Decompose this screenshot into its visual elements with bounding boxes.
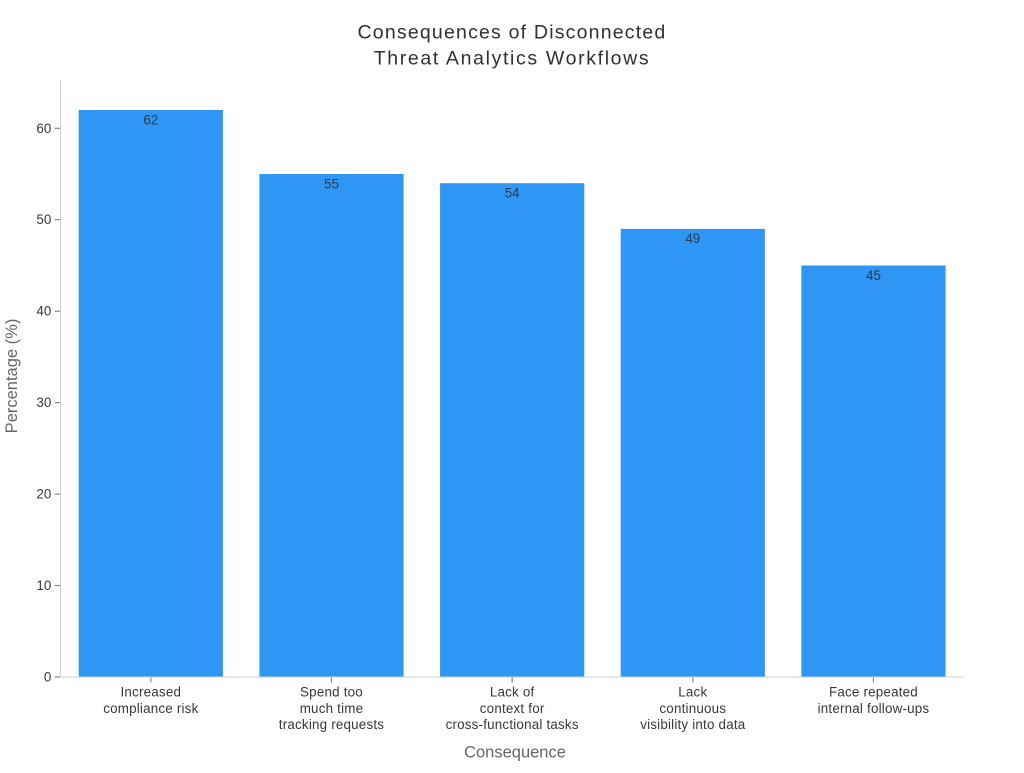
svg-text:Lack of: Lack of bbox=[490, 685, 535, 700]
svg-text:10: 10 bbox=[36, 578, 51, 593]
svg-text:Consequences of Disconnected: Consequences of Disconnected bbox=[358, 21, 667, 43]
svg-text:compliance risk: compliance risk bbox=[103, 701, 198, 716]
svg-text:54: 54 bbox=[505, 186, 520, 201]
svg-text:continuous: continuous bbox=[659, 701, 726, 716]
svg-text:tracking requests: tracking requests bbox=[279, 717, 384, 732]
svg-text:62: 62 bbox=[143, 112, 158, 127]
svg-text:Consequence: Consequence bbox=[464, 743, 566, 761]
svg-text:context for: context for bbox=[480, 701, 545, 716]
svg-text:50: 50 bbox=[36, 212, 51, 227]
svg-text:Percentage (%): Percentage (%) bbox=[3, 319, 21, 434]
svg-text:49: 49 bbox=[685, 231, 700, 246]
svg-text:Increased: Increased bbox=[121, 685, 182, 700]
svg-text:20: 20 bbox=[36, 487, 51, 502]
svg-text:0: 0 bbox=[44, 670, 51, 685]
svg-text:Threat Analytics Workflows: Threat Analytics Workflows bbox=[374, 48, 651, 70]
svg-text:45: 45 bbox=[866, 268, 881, 283]
svg-text:60: 60 bbox=[36, 121, 51, 136]
svg-text:55: 55 bbox=[324, 176, 339, 191]
svg-text:30: 30 bbox=[36, 395, 51, 410]
svg-text:Face repeated: Face repeated bbox=[829, 685, 918, 700]
svg-text:visibility into data: visibility into data bbox=[640, 717, 746, 732]
svg-text:cross-functional tasks: cross-functional tasks bbox=[446, 717, 579, 732]
svg-text:Lack: Lack bbox=[678, 685, 707, 700]
svg-text:40: 40 bbox=[36, 304, 51, 319]
svg-text:Spend too: Spend too bbox=[300, 685, 363, 700]
svg-text:much time: much time bbox=[300, 701, 364, 716]
svg-text:internal follow-ups: internal follow-ups bbox=[818, 701, 930, 716]
